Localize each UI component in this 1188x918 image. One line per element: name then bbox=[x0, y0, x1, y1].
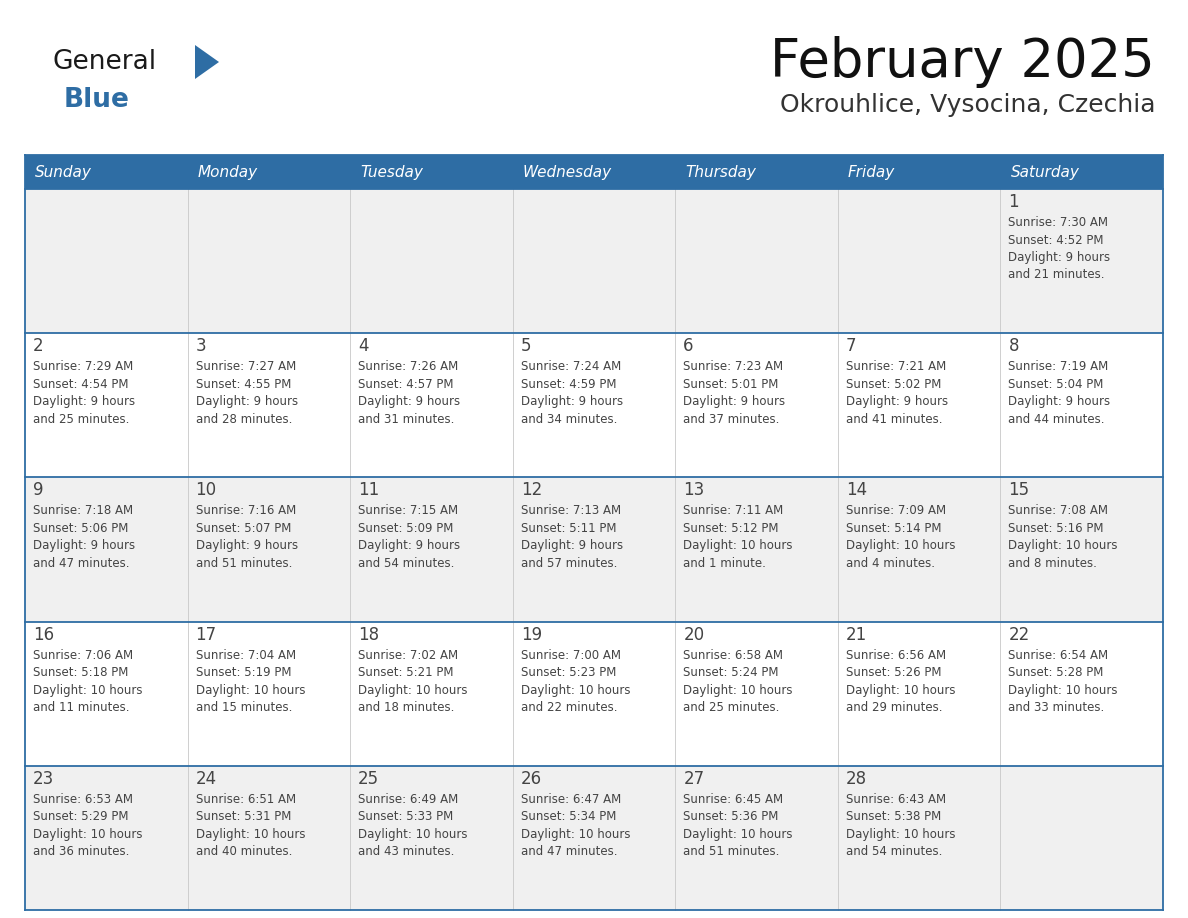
Polygon shape bbox=[195, 45, 219, 79]
Text: 8: 8 bbox=[1009, 337, 1019, 355]
Text: Blue: Blue bbox=[64, 87, 129, 113]
Text: Friday: Friday bbox=[848, 164, 895, 180]
Text: Wednesday: Wednesday bbox=[523, 164, 612, 180]
Text: 6: 6 bbox=[683, 337, 694, 355]
Text: Okrouhlice, Vysocina, Czechia: Okrouhlice, Vysocina, Czechia bbox=[779, 93, 1155, 117]
Bar bbox=[675, 155, 838, 189]
Text: General: General bbox=[52, 49, 156, 75]
Text: 4: 4 bbox=[358, 337, 368, 355]
Bar bbox=[25, 189, 1163, 333]
Text: 23: 23 bbox=[33, 770, 55, 788]
Text: 2: 2 bbox=[33, 337, 44, 355]
Text: 26: 26 bbox=[520, 770, 542, 788]
Text: 12: 12 bbox=[520, 481, 542, 499]
Text: Monday: Monday bbox=[197, 164, 258, 180]
Text: 25: 25 bbox=[358, 770, 379, 788]
Text: Sunrise: 7:26 AM
Sunset: 4:57 PM
Daylight: 9 hours
and 31 minutes.: Sunrise: 7:26 AM Sunset: 4:57 PM Dayligh… bbox=[358, 360, 460, 426]
Text: 21: 21 bbox=[846, 625, 867, 644]
Text: 3: 3 bbox=[196, 337, 207, 355]
Text: Sunrise: 7:09 AM
Sunset: 5:14 PM
Daylight: 10 hours
and 4 minutes.: Sunrise: 7:09 AM Sunset: 5:14 PM Dayligh… bbox=[846, 504, 955, 570]
Text: Sunrise: 6:58 AM
Sunset: 5:24 PM
Daylight: 10 hours
and 25 minutes.: Sunrise: 6:58 AM Sunset: 5:24 PM Dayligh… bbox=[683, 649, 792, 714]
Text: Sunrise: 6:45 AM
Sunset: 5:36 PM
Daylight: 10 hours
and 51 minutes.: Sunrise: 6:45 AM Sunset: 5:36 PM Dayligh… bbox=[683, 793, 792, 858]
Bar bbox=[188, 155, 350, 189]
Text: 17: 17 bbox=[196, 625, 216, 644]
Bar bbox=[25, 621, 1163, 766]
Text: Sunrise: 7:15 AM
Sunset: 5:09 PM
Daylight: 9 hours
and 54 minutes.: Sunrise: 7:15 AM Sunset: 5:09 PM Dayligh… bbox=[358, 504, 460, 570]
Text: 11: 11 bbox=[358, 481, 379, 499]
Text: 14: 14 bbox=[846, 481, 867, 499]
Bar bbox=[25, 333, 1163, 477]
Text: Thursday: Thursday bbox=[685, 164, 756, 180]
Text: Sunrise: 7:02 AM
Sunset: 5:21 PM
Daylight: 10 hours
and 18 minutes.: Sunrise: 7:02 AM Sunset: 5:21 PM Dayligh… bbox=[358, 649, 468, 714]
Text: Sunrise: 6:51 AM
Sunset: 5:31 PM
Daylight: 10 hours
and 40 minutes.: Sunrise: 6:51 AM Sunset: 5:31 PM Dayligh… bbox=[196, 793, 305, 858]
Text: 10: 10 bbox=[196, 481, 216, 499]
Text: Sunrise: 7:30 AM
Sunset: 4:52 PM
Daylight: 9 hours
and 21 minutes.: Sunrise: 7:30 AM Sunset: 4:52 PM Dayligh… bbox=[1009, 216, 1111, 282]
Text: Sunrise: 7:24 AM
Sunset: 4:59 PM
Daylight: 9 hours
and 34 minutes.: Sunrise: 7:24 AM Sunset: 4:59 PM Dayligh… bbox=[520, 360, 623, 426]
Text: 27: 27 bbox=[683, 770, 704, 788]
Bar bbox=[25, 766, 1163, 910]
Text: Sunrise: 7:00 AM
Sunset: 5:23 PM
Daylight: 10 hours
and 22 minutes.: Sunrise: 7:00 AM Sunset: 5:23 PM Dayligh… bbox=[520, 649, 630, 714]
Text: Sunrise: 7:18 AM
Sunset: 5:06 PM
Daylight: 9 hours
and 47 minutes.: Sunrise: 7:18 AM Sunset: 5:06 PM Dayligh… bbox=[33, 504, 135, 570]
Text: Sunrise: 7:29 AM
Sunset: 4:54 PM
Daylight: 9 hours
and 25 minutes.: Sunrise: 7:29 AM Sunset: 4:54 PM Dayligh… bbox=[33, 360, 135, 426]
Text: Sunrise: 7:06 AM
Sunset: 5:18 PM
Daylight: 10 hours
and 11 minutes.: Sunrise: 7:06 AM Sunset: 5:18 PM Dayligh… bbox=[33, 649, 143, 714]
Text: Sunrise: 7:11 AM
Sunset: 5:12 PM
Daylight: 10 hours
and 1 minute.: Sunrise: 7:11 AM Sunset: 5:12 PM Dayligh… bbox=[683, 504, 792, 570]
Bar bbox=[350, 155, 513, 189]
Bar bbox=[513, 155, 675, 189]
Text: Sunrise: 7:21 AM
Sunset: 5:02 PM
Daylight: 9 hours
and 41 minutes.: Sunrise: 7:21 AM Sunset: 5:02 PM Dayligh… bbox=[846, 360, 948, 426]
Text: Sunrise: 7:16 AM
Sunset: 5:07 PM
Daylight: 9 hours
and 51 minutes.: Sunrise: 7:16 AM Sunset: 5:07 PM Dayligh… bbox=[196, 504, 298, 570]
Text: 15: 15 bbox=[1009, 481, 1030, 499]
Text: 7: 7 bbox=[846, 337, 857, 355]
Text: Sunrise: 7:23 AM
Sunset: 5:01 PM
Daylight: 9 hours
and 37 minutes.: Sunrise: 7:23 AM Sunset: 5:01 PM Dayligh… bbox=[683, 360, 785, 426]
Text: Sunrise: 6:53 AM
Sunset: 5:29 PM
Daylight: 10 hours
and 36 minutes.: Sunrise: 6:53 AM Sunset: 5:29 PM Dayligh… bbox=[33, 793, 143, 858]
Text: 13: 13 bbox=[683, 481, 704, 499]
Text: Sunrise: 7:04 AM
Sunset: 5:19 PM
Daylight: 10 hours
and 15 minutes.: Sunrise: 7:04 AM Sunset: 5:19 PM Dayligh… bbox=[196, 649, 305, 714]
Text: Sunrise: 7:13 AM
Sunset: 5:11 PM
Daylight: 9 hours
and 57 minutes.: Sunrise: 7:13 AM Sunset: 5:11 PM Dayligh… bbox=[520, 504, 623, 570]
Text: 18: 18 bbox=[358, 625, 379, 644]
Text: Sunrise: 7:27 AM
Sunset: 4:55 PM
Daylight: 9 hours
and 28 minutes.: Sunrise: 7:27 AM Sunset: 4:55 PM Dayligh… bbox=[196, 360, 298, 426]
Text: 9: 9 bbox=[33, 481, 44, 499]
Text: Sunday: Sunday bbox=[34, 164, 91, 180]
Text: 28: 28 bbox=[846, 770, 867, 788]
Bar bbox=[25, 155, 188, 189]
Text: Sunrise: 6:49 AM
Sunset: 5:33 PM
Daylight: 10 hours
and 43 minutes.: Sunrise: 6:49 AM Sunset: 5:33 PM Dayligh… bbox=[358, 793, 468, 858]
Text: Sunrise: 6:54 AM
Sunset: 5:28 PM
Daylight: 10 hours
and 33 minutes.: Sunrise: 6:54 AM Sunset: 5:28 PM Dayligh… bbox=[1009, 649, 1118, 714]
Text: 5: 5 bbox=[520, 337, 531, 355]
Text: 1: 1 bbox=[1009, 193, 1019, 211]
Text: February 2025: February 2025 bbox=[770, 36, 1155, 88]
Text: Sunrise: 7:08 AM
Sunset: 5:16 PM
Daylight: 10 hours
and 8 minutes.: Sunrise: 7:08 AM Sunset: 5:16 PM Dayligh… bbox=[1009, 504, 1118, 570]
Text: 16: 16 bbox=[33, 625, 55, 644]
Bar bbox=[1000, 155, 1163, 189]
Bar bbox=[25, 477, 1163, 621]
Text: Sunrise: 7:19 AM
Sunset: 5:04 PM
Daylight: 9 hours
and 44 minutes.: Sunrise: 7:19 AM Sunset: 5:04 PM Dayligh… bbox=[1009, 360, 1111, 426]
Text: 19: 19 bbox=[520, 625, 542, 644]
Text: Tuesday: Tuesday bbox=[360, 164, 423, 180]
Text: 22: 22 bbox=[1009, 625, 1030, 644]
Text: Sunrise: 6:47 AM
Sunset: 5:34 PM
Daylight: 10 hours
and 47 minutes.: Sunrise: 6:47 AM Sunset: 5:34 PM Dayligh… bbox=[520, 793, 630, 858]
Bar bbox=[838, 155, 1000, 189]
Text: 20: 20 bbox=[683, 625, 704, 644]
Text: Saturday: Saturday bbox=[1011, 164, 1080, 180]
Text: 24: 24 bbox=[196, 770, 216, 788]
Text: Sunrise: 6:56 AM
Sunset: 5:26 PM
Daylight: 10 hours
and 29 minutes.: Sunrise: 6:56 AM Sunset: 5:26 PM Dayligh… bbox=[846, 649, 955, 714]
Text: Sunrise: 6:43 AM
Sunset: 5:38 PM
Daylight: 10 hours
and 54 minutes.: Sunrise: 6:43 AM Sunset: 5:38 PM Dayligh… bbox=[846, 793, 955, 858]
